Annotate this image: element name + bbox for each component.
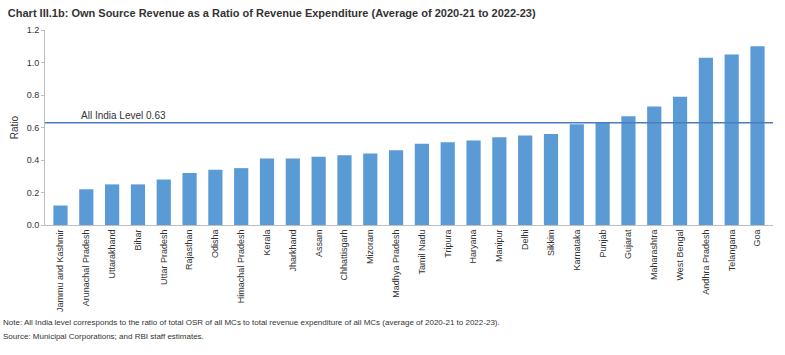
svg-text:Chart III.1b: Own Source Reven: Chart III.1b: Own Source Revenue as a Ra… xyxy=(8,7,536,19)
svg-text:Jammu and Kashmir: Jammu and Kashmir xyxy=(55,230,65,313)
svg-text:0.0: 0.0 xyxy=(27,220,40,230)
svg-text:Delhi: Delhi xyxy=(520,230,530,251)
svg-text:Andhra Pradesh: Andhra Pradesh xyxy=(701,230,711,295)
svg-text:Karnataka: Karnataka xyxy=(572,230,582,271)
svg-text:Ratio: Ratio xyxy=(9,115,20,139)
svg-text:Maharashtra: Maharashtra xyxy=(649,230,659,281)
svg-text:1.0: 1.0 xyxy=(27,58,40,68)
svg-text:Punjab: Punjab xyxy=(598,230,608,258)
svg-text:1.2: 1.2 xyxy=(27,25,40,35)
svg-text:Tamil Nadu: Tamil Nadu xyxy=(417,230,427,275)
svg-text:Madhya Pradesh: Madhya Pradesh xyxy=(391,230,401,298)
svg-text:0.6: 0.6 xyxy=(27,123,40,133)
svg-text:0.4: 0.4 xyxy=(27,155,40,165)
svg-text:Odisha: Odisha xyxy=(210,230,220,259)
svg-text:Sikkim: Sikkim xyxy=(546,230,556,257)
svg-text:Source: Municipal Corporations: Source: Municipal Corporations; and RBI … xyxy=(3,332,204,341)
svg-text:Mizoram: Mizoram xyxy=(365,230,375,265)
svg-text:Tripura: Tripura xyxy=(443,230,453,258)
svg-text:Manipur: Manipur xyxy=(494,230,504,263)
svg-text:Haryana: Haryana xyxy=(468,230,478,264)
svg-text:Chhattisgarh: Chhattisgarh xyxy=(339,230,349,281)
svg-text:Uttarakhand: Uttarakhand xyxy=(107,230,117,279)
svg-text:Kerala: Kerala xyxy=(262,230,272,256)
svg-text:All India Level 0.63: All India Level 0.63 xyxy=(81,110,166,121)
svg-text:Rajasthan: Rajasthan xyxy=(184,230,194,271)
svg-text:Gujarat: Gujarat xyxy=(623,229,633,259)
svg-text:West Bengal: West Bengal xyxy=(675,230,685,281)
svg-text:0.2: 0.2 xyxy=(27,188,40,198)
svg-text:Goa: Goa xyxy=(752,230,762,247)
svg-text:Jharkhand: Jharkhand xyxy=(288,230,298,272)
svg-text:Note: All India level correspo: Note: All India level corresponds to the… xyxy=(3,318,500,327)
svg-text:0.8: 0.8 xyxy=(27,90,40,100)
svg-text:Uttar Pradesh: Uttar Pradesh xyxy=(159,230,169,286)
svg-text:Arunachal Pradesh: Arunachal Pradesh xyxy=(81,230,91,307)
svg-text:Bihar: Bihar xyxy=(133,230,143,251)
svg-text:Himachal Pradesh: Himachal Pradesh xyxy=(236,230,246,304)
svg-text:Telangana: Telangana xyxy=(727,230,737,272)
svg-text:Assam: Assam xyxy=(314,230,324,258)
